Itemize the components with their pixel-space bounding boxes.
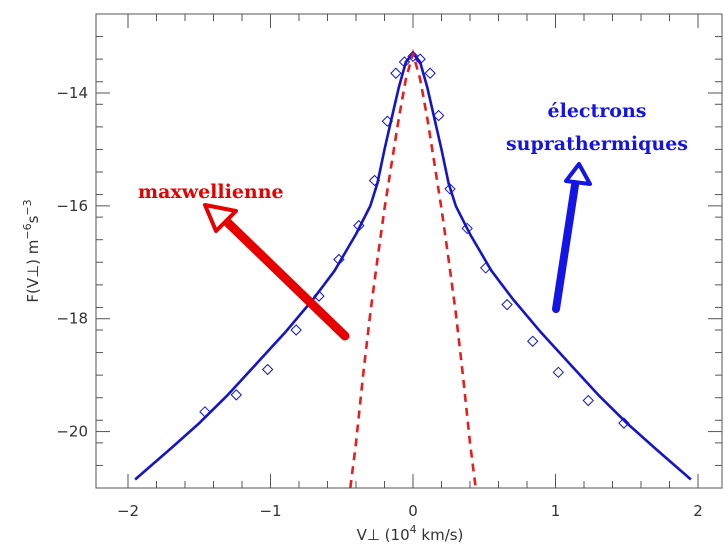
data-point-diamond <box>444 183 456 195</box>
y-tick-labels: −20 −18 −16 −14 <box>56 84 88 441</box>
data-point-diamond <box>290 324 302 336</box>
data-point-diamond <box>199 406 211 418</box>
y-tick-label: −14 <box>56 84 88 102</box>
x-tick-label: 2 <box>693 502 703 520</box>
maxwellienne-arrow <box>203 203 350 341</box>
data-point-diamond <box>424 67 436 79</box>
axis-ticks <box>96 13 722 489</box>
data-point-diamond <box>381 115 394 127</box>
x-tick-label: 1 <box>551 502 561 520</box>
y-tick-label: −16 <box>56 197 88 215</box>
data-point-diamond <box>230 389 243 401</box>
y-tick-label: −20 <box>56 423 88 441</box>
electrons-label: électrons <box>548 100 647 122</box>
data-point-diamond <box>414 53 426 65</box>
x-axis-label: V⊥ (104 km/s) <box>357 523 464 544</box>
data-point-diamond <box>479 262 492 274</box>
data-point-diamond <box>432 109 445 122</box>
plot-area <box>134 48 692 488</box>
x-tick-label: 0 <box>408 502 418 520</box>
x-tick-labels: −2 −1 0 1 2 <box>117 502 703 520</box>
series-maxwellian-curve <box>349 48 477 488</box>
data-point-diamond <box>582 394 594 407</box>
suprathermiques-label: suprathermiques <box>506 133 688 155</box>
series-measured-points <box>199 50 630 429</box>
data-point-diamond <box>501 298 513 311</box>
data-point-diamond <box>398 56 411 68</box>
x-tick-label: −2 <box>117 502 139 520</box>
data-point-diamond <box>368 174 381 187</box>
data-point-diamond <box>526 335 539 347</box>
data-point-diamond <box>390 67 402 79</box>
data-point-diamond <box>261 363 274 376</box>
x-tick-label: −1 <box>259 502 281 520</box>
data-point-diamond <box>461 222 473 235</box>
y-tick-label: −18 <box>56 310 88 328</box>
suprathermiques-arrow <box>552 162 592 313</box>
data-point-diamond <box>618 417 630 429</box>
data-point-diamond <box>333 253 345 266</box>
data-point-diamond <box>407 50 419 63</box>
data-point-diamond <box>313 290 325 302</box>
data-point-diamond <box>353 219 365 232</box>
maxwellienne-label: maxwellienne <box>138 181 284 203</box>
plot-frame <box>95 13 723 489</box>
y-axis-label: F(V⊥) m−6s−3 <box>21 199 42 302</box>
data-point-diamond <box>552 366 565 379</box>
